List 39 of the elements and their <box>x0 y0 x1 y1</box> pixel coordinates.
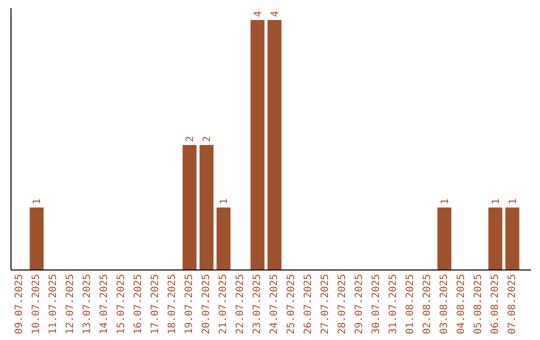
x-tick-label: 19.07.2025 <box>184 274 196 334</box>
x-tick-label: 01.08.2025 <box>404 274 416 334</box>
x-tick-label: 05.08.2025 <box>472 274 484 334</box>
x-tick-label: 11.07.2025 <box>48 274 60 334</box>
data-label: 1 <box>440 198 451 204</box>
x-tick-label: 12.07.2025 <box>65 274 76 334</box>
x-tick-label: 31.07.2025 <box>388 274 399 334</box>
x-tick-label: 17.07.2025 <box>150 274 162 334</box>
x-tick-label: 16.07.2025 <box>133 274 144 334</box>
x-tick-label: 13.07.2025 <box>82 274 94 334</box>
x-tick-label: 27.07.2025 <box>320 274 331 334</box>
x-tick-label: 07.08.2025 <box>506 274 518 334</box>
x-tick-label: 28.07.2025 <box>336 274 348 334</box>
x-tick-label: 29.07.2025 <box>354 274 365 334</box>
data-label: 1 <box>219 198 230 204</box>
x-tick-label: 04.08.2025 <box>456 274 467 334</box>
x-tick-label: 23.07.2025 <box>252 274 264 334</box>
x-tick-label: 15.07.2025 <box>116 274 128 334</box>
x-tick-label: 03.08.2025 <box>438 274 450 334</box>
x-tick-label: 26.07.2025 <box>302 274 314 334</box>
data-label: 1 <box>32 198 44 204</box>
x-tick-label: 20.07.2025 <box>201 274 212 334</box>
x-tick-label: 25.07.2025 <box>286 274 297 334</box>
x-tick-label: 30.07.2025 <box>370 274 382 334</box>
x-tick-label: 24.07.2025 <box>268 274 280 334</box>
data-label: 2 <box>185 136 196 142</box>
data-label: 1 <box>508 198 519 204</box>
data-label: 1 <box>490 198 502 204</box>
x-tick-label: 02.08.2025 <box>422 274 433 334</box>
x-tick-label: 21.07.2025 <box>218 274 230 334</box>
x-tick-label: 09.07.2025 <box>14 274 26 334</box>
data-label: 4 <box>253 10 264 17</box>
data-label: 2 <box>202 136 214 142</box>
x-tick-label: 14.07.2025 <box>99 274 110 334</box>
x-tick-label: 10.07.2025 <box>31 274 42 334</box>
x-tick-label: 22.07.2025 <box>235 274 246 334</box>
data-label: 4 <box>270 10 281 17</box>
x-tick-label: 06.08.2025 <box>490 274 501 334</box>
x-tick-label: 18.07.2025 <box>167 274 178 334</box>
